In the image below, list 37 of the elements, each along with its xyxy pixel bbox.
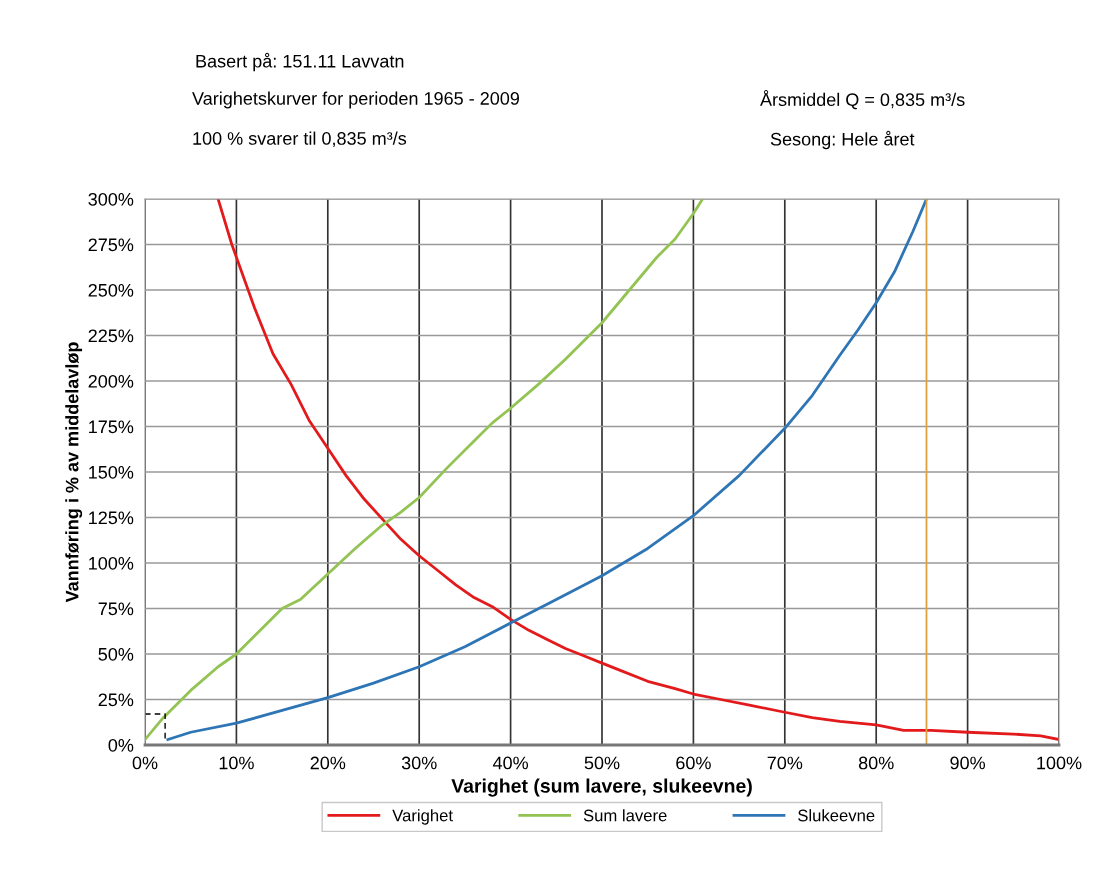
line-series xyxy=(216,199,1059,741)
x-tick-label: 30% xyxy=(401,756,437,770)
x-tick-label: 70% xyxy=(767,756,803,770)
line-series xyxy=(145,199,704,741)
y-tick-label: 125% xyxy=(89,511,134,525)
text: Årsmiddel Q = 0,835 m³/s xyxy=(760,90,965,110)
x-tick-label: 20% xyxy=(310,756,346,770)
x-tick-label: 100% xyxy=(1037,756,1082,770)
y-tick-label: 0% xyxy=(108,738,134,752)
x-tick-label: 90% xyxy=(950,756,986,770)
y-tick-label: 225% xyxy=(88,329,134,343)
text: Basert på: 151.11 Lavvatn xyxy=(196,52,404,72)
y-axis-title: Vannføring i % av middelavløp xyxy=(65,342,83,603)
text: Sesong: Hele året xyxy=(770,130,915,150)
y-tick-label: 250% xyxy=(88,283,134,297)
legend-label: Slukeevne xyxy=(798,809,875,822)
y-tick-label: 75% xyxy=(98,602,134,616)
text: Varighetskurver for perioden 1965 - 2009 xyxy=(192,91,520,109)
y-tick-label: 25% xyxy=(98,693,134,707)
y-tick-label: 100% xyxy=(89,556,134,570)
text: 100 % svarer til 0,835 m³/s xyxy=(193,131,407,147)
x-axis-title: Varighet (sum lavere, slukeevne) xyxy=(451,778,752,797)
line-series xyxy=(166,199,928,741)
x-tick-label: 60% xyxy=(676,756,711,770)
legend-label: Varighet xyxy=(392,809,453,825)
y-tick-label: 200% xyxy=(88,374,134,388)
y-tick-label: 150% xyxy=(89,465,134,479)
y-tick-label: 300% xyxy=(88,192,134,206)
x-tick-label: 80% xyxy=(858,756,894,770)
y-tick-label: 175% xyxy=(89,420,134,434)
x-tick-label: 40% xyxy=(492,756,529,770)
y-tick-label: 50% xyxy=(98,647,134,661)
x-tick-label: 10% xyxy=(219,756,254,770)
y-tick-label: 275% xyxy=(88,238,134,252)
x-tick-label: 0% xyxy=(132,756,158,770)
x-tick-label: 50% xyxy=(584,756,620,770)
legend-label: Sum lavere xyxy=(583,809,667,822)
